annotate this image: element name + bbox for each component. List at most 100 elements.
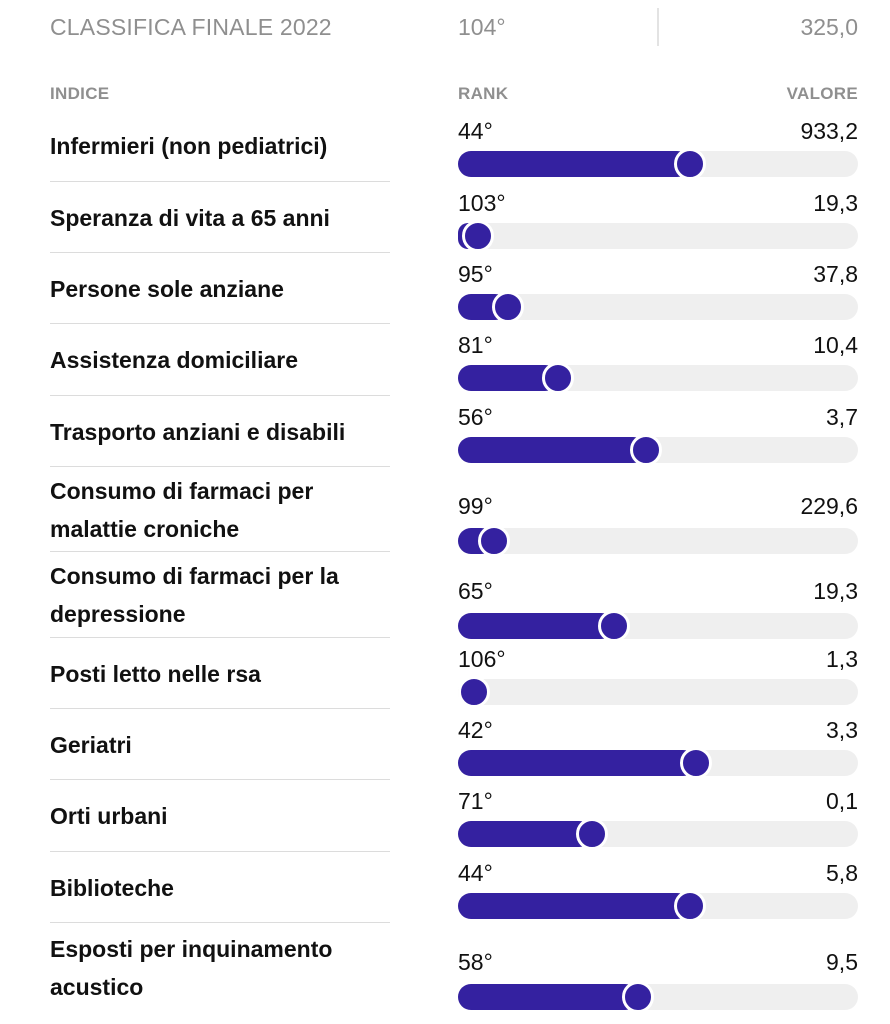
indicator-rank: 95° bbox=[458, 261, 493, 287]
row-divider bbox=[50, 551, 390, 552]
header-indice: INDICE bbox=[50, 84, 110, 103]
indicator-row: Consumo di farmaci per la depressione 65°… bbox=[0, 552, 890, 642]
indicator-value: 19,3 bbox=[813, 578, 858, 604]
rank-bar-track bbox=[458, 291, 858, 323]
rank-bar-track bbox=[458, 610, 858, 642]
indicator-rank: 99° bbox=[458, 493, 493, 519]
final-ranking-label: CLASSIFICA FINALE 2022 bbox=[50, 14, 332, 40]
rank-bar-track bbox=[458, 676, 858, 708]
indicator-row: Consumo di farmaci per malattie croniche… bbox=[0, 467, 890, 557]
rank-bar-fill bbox=[458, 437, 646, 463]
indicator-name: Trasporto anziani e disabili bbox=[50, 418, 346, 445]
rank-bar-knob bbox=[458, 676, 490, 708]
rank-bar-track bbox=[458, 890, 858, 922]
rank-bar-knob bbox=[478, 525, 510, 557]
rank-bar-fill bbox=[458, 893, 690, 919]
rank-bar-knob bbox=[630, 434, 662, 466]
indicator-value: 933,2 bbox=[800, 118, 858, 144]
indicator-row: Infermieri (non pediatrici) 44° 933,2 bbox=[0, 110, 890, 182]
indicator-value: 37,8 bbox=[813, 261, 858, 287]
indicator-name: Consumo di farmaci per malattie croniche bbox=[50, 477, 314, 542]
indicator-value: 3,3 bbox=[826, 717, 858, 743]
row-divider bbox=[50, 181, 390, 182]
indicator-name: Posti letto nelle rsa bbox=[50, 660, 261, 687]
indicator-row: Assistenza domiciliare 81° 10,4 bbox=[0, 324, 890, 396]
row-divider bbox=[50, 466, 390, 467]
rank-bar-track bbox=[458, 220, 858, 252]
rank-bar-knob bbox=[680, 747, 712, 779]
rank-bar-fill bbox=[458, 365, 558, 391]
rank-bar-fill bbox=[458, 151, 690, 177]
row-divider bbox=[50, 708, 390, 709]
final-ranking-value: 325,0 bbox=[800, 14, 858, 40]
rank-bar-knob bbox=[542, 362, 574, 394]
indicator-name: Biblioteche bbox=[50, 874, 174, 901]
rank-bar-track bbox=[458, 148, 858, 180]
rank-bar-track bbox=[458, 362, 858, 394]
indicator-rank: 56° bbox=[458, 404, 493, 430]
indicator-value: 0,1 bbox=[826, 788, 858, 814]
row-divider bbox=[50, 323, 390, 324]
indicator-value: 3,7 bbox=[826, 404, 858, 430]
indicator-value: 1,3 bbox=[826, 646, 858, 672]
indicator-rank: 65° bbox=[458, 578, 493, 604]
indicator-value: 19,3 bbox=[813, 190, 858, 216]
indicator-row: Speranza di vita a 65 anni 103° 19,3 bbox=[0, 182, 890, 253]
indicator-row: Biblioteche 44° 5,8 bbox=[0, 852, 890, 923]
indicator-value: 9,5 bbox=[826, 949, 858, 975]
rank-bar-knob bbox=[576, 818, 608, 850]
rank-bar-fill bbox=[458, 984, 638, 1010]
rank-bar-knob bbox=[492, 291, 524, 323]
final-ranking-summary: CLASSIFICA FINALE 2022 104° 325,0 bbox=[0, 0, 890, 56]
rank-bar-track bbox=[458, 434, 858, 466]
indicator-name: Esposti per inquinamento acustico bbox=[50, 936, 333, 1000]
row-divider bbox=[50, 851, 390, 852]
rank-bar-knob bbox=[674, 890, 706, 922]
column-headers: INDICE RANK VALORE bbox=[0, 84, 890, 108]
indicator-row: Posti letto nelle rsa 106° 1,3 bbox=[0, 638, 890, 709]
header-rank: RANK bbox=[458, 84, 509, 103]
rank-bar-knob bbox=[462, 220, 494, 252]
row-divider bbox=[50, 252, 390, 253]
indicator-value: 10,4 bbox=[813, 332, 858, 358]
indicator-rank: 44° bbox=[458, 118, 493, 144]
indicator-row: Trasporto anziani e disabili 56° 3,7 bbox=[0, 396, 890, 467]
indicator-rank: 106° bbox=[458, 646, 506, 672]
rank-bar-fill bbox=[458, 750, 696, 776]
rank-bar-knob bbox=[674, 148, 706, 180]
row-divider bbox=[50, 779, 390, 780]
indicator-rank: 81° bbox=[458, 332, 493, 358]
row-divider bbox=[50, 637, 390, 638]
indicator-row: Esposti per inquinamento acustico 58° 9,5 bbox=[0, 923, 890, 1013]
final-ranking-rank: 104° bbox=[458, 14, 506, 40]
summary-divider bbox=[657, 8, 659, 46]
indicator-row: Persone sole anziane 95° 37,8 bbox=[0, 253, 890, 324]
rank-bar-knob bbox=[622, 981, 654, 1013]
rank-bar-track bbox=[458, 747, 858, 779]
indicator-name: Persone sole anziane bbox=[50, 275, 284, 302]
indicator-name: Consumo di farmaci per la depressione bbox=[50, 563, 339, 627]
rank-bar-track bbox=[458, 818, 858, 850]
indicator-name: Geriatri bbox=[50, 731, 132, 758]
indicator-row: Geriatri 42° 3,3 bbox=[0, 709, 890, 780]
indicator-name: Assistenza domiciliare bbox=[50, 347, 298, 373]
indicator-name: Orti urbani bbox=[50, 803, 168, 829]
indicator-value: 5,8 bbox=[826, 860, 858, 886]
indicator-name: Speranza di vita a 65 anni bbox=[50, 204, 330, 231]
rank-bar-fill bbox=[458, 821, 592, 847]
header-valore: VALORE bbox=[786, 84, 858, 103]
indicator-row: Orti urbani 71° 0,1 bbox=[0, 780, 890, 852]
indicator-name: Infermieri (non pediatrici) bbox=[50, 133, 328, 159]
rank-bar-track bbox=[458, 981, 858, 1013]
indicator-rank: 71° bbox=[458, 788, 493, 814]
indicator-rank: 44° bbox=[458, 860, 493, 886]
indicator-value: 229,6 bbox=[800, 493, 858, 519]
row-divider bbox=[50, 395, 390, 396]
indicator-rank: 58° bbox=[458, 949, 493, 975]
indicator-rank: 42° bbox=[458, 717, 493, 743]
rank-bar-fill bbox=[458, 613, 614, 639]
rank-bar-knob bbox=[598, 610, 630, 642]
indicator-rank: 103° bbox=[458, 190, 506, 216]
row-divider bbox=[50, 922, 390, 923]
rank-bar-track bbox=[458, 525, 858, 557]
